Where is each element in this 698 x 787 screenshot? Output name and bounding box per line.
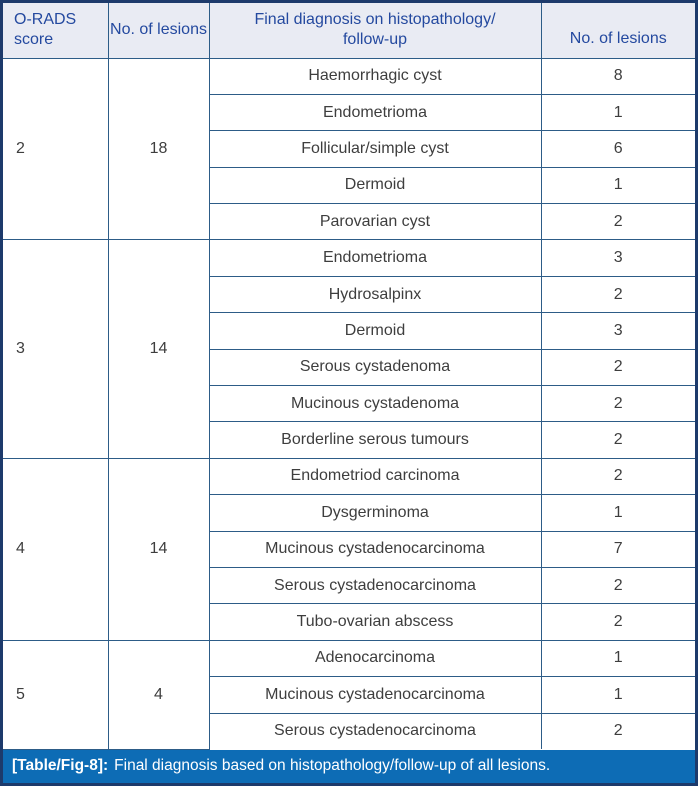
table-row: Serous cystadenoma 2 [3, 348, 695, 387]
caption-text: Final diagnosis based on histopathology/… [114, 757, 551, 775]
header-row: O-RADS score No. of lesions Final diagno… [3, 3, 695, 59]
header-final-diagnosis-line2: follow-up [342, 31, 408, 49]
table-row: Mucinous cystadenocarcinoma 7 [3, 530, 695, 568]
lesion-count-cell: 2 [540, 348, 695, 387]
lesion-count-cell: 2 [540, 275, 695, 314]
table-row: 2 18 Haemorrhagic cyst 8 [3, 57, 695, 241]
diagnosis-cell: Mucinous cystadenoma [209, 385, 542, 423]
header-no-of-lesions: No. of lesions [107, 3, 210, 59]
caption-label: [Table/Fig-8]: [12, 757, 109, 775]
lesion-count-cell: 2 [540, 712, 695, 750]
count-cell: 4 [107, 639, 210, 750]
lesion-count-cell: 7 [540, 530, 695, 568]
diagnosis-cell: Endometrioma [208, 239, 542, 277]
diagnosis-cell: Adenocarcinoma [208, 639, 542, 678]
diagnosis-cell: Borderline serous tumours [209, 421, 542, 459]
figure-caption: [Table/Fig-8]: Final diagnosis based on … [3, 749, 695, 783]
diagnosis-cell: Serous cystadenoma [209, 348, 542, 387]
lesion-count-cell: 1 [540, 639, 695, 678]
table-row: Mucinous cystadenoma 2 [3, 385, 695, 423]
diagnosis-cell: Serous cystadenocarcinoma [209, 712, 542, 750]
score-cell: 4 [3, 457, 109, 641]
orads-diagnosis-table: O-RADS score No. of lesions Final diagno… [3, 3, 695, 750]
score-cell: 3 [3, 239, 109, 459]
diagnosis-cell: Follicular/simple cyst [209, 130, 542, 168]
count-cell: 14 [107, 239, 210, 459]
table-row: Dermoid 3 [3, 312, 695, 350]
lesion-count-cell: 1 [540, 494, 695, 532]
lesion-count-cell: 2 [540, 603, 695, 641]
table-row: Hydrosalpinx 2 [3, 275, 695, 314]
lesion-count-cell: 1 [540, 93, 695, 132]
table-row: Follicular/simple cyst 6 [3, 130, 695, 168]
table-row: Serous cystadenocarcinoma 2 [3, 566, 695, 605]
table-row: Mucinous cystadenocarcinoma 1 [3, 676, 695, 714]
table-row: Borderline serous tumours 2 [3, 421, 695, 459]
table-row: Serous cystadenocarcinoma 2 [3, 712, 695, 750]
score-cell: 2 [3, 57, 109, 241]
lesion-count-cell: 2 [540, 385, 695, 423]
table-row: 3 14 Endometrioma 3 [3, 239, 695, 459]
diagnosis-cell: Endometrioma [209, 93, 542, 132]
header-no-of-lesions-right: No. of lesions [540, 3, 695, 59]
lesion-count-cell: 3 [540, 312, 695, 350]
diagnosis-cell: Mucinous cystadenocarcinoma [209, 530, 542, 568]
header-orads-score: O-RADS score [3, 3, 109, 59]
lesion-count-cell: 2 [540, 203, 695, 241]
diagnosis-cell: Dermoid [209, 166, 542, 205]
table-row: Dermoid 1 [3, 166, 695, 205]
diagnosis-cell: Haemorrhagic cyst [208, 57, 542, 95]
lesion-count-cell: 2 [540, 421, 695, 459]
diagnosis-cell: Tubo-ovarian abscess [209, 603, 542, 641]
score-cell: 5 [3, 639, 109, 750]
lesion-count-cell: 2 [540, 457, 695, 496]
diagnosis-cell: Parovarian cyst [209, 203, 542, 241]
table-row: 5 4 Adenocarcinoma 1 [3, 639, 695, 750]
lesion-count-cell: 8 [540, 57, 695, 95]
diagnosis-cell: Endometriod carcinoma [208, 457, 542, 496]
count-cell: 18 [107, 57, 210, 241]
lesion-count-cell: 6 [540, 130, 695, 168]
table-row: Endometrioma 1 [3, 93, 695, 132]
lesion-count-cell: 1 [540, 166, 695, 205]
table-row: 4 14 Endometriod carcinoma 2 [3, 457, 695, 641]
lesion-count-cell: 1 [540, 676, 695, 714]
lesion-count-cell: 3 [540, 239, 695, 277]
diagnosis-cell: Dermoid [209, 312, 542, 350]
count-cell: 14 [107, 457, 210, 641]
header-final-diagnosis: Final diagnosis on histopathology/ follo… [208, 3, 542, 59]
diagnosis-cell: Hydrosalpinx [209, 275, 542, 314]
diagnosis-cell: Mucinous cystadenocarcinoma [209, 676, 542, 714]
header-final-diagnosis-line1: Final diagnosis on histopathology/ [254, 11, 496, 29]
diagnosis-cell: Dysgerminoma [209, 494, 542, 532]
lesion-count-cell: 2 [540, 566, 695, 605]
diagnosis-cell: Serous cystadenocarcinoma [209, 566, 542, 605]
